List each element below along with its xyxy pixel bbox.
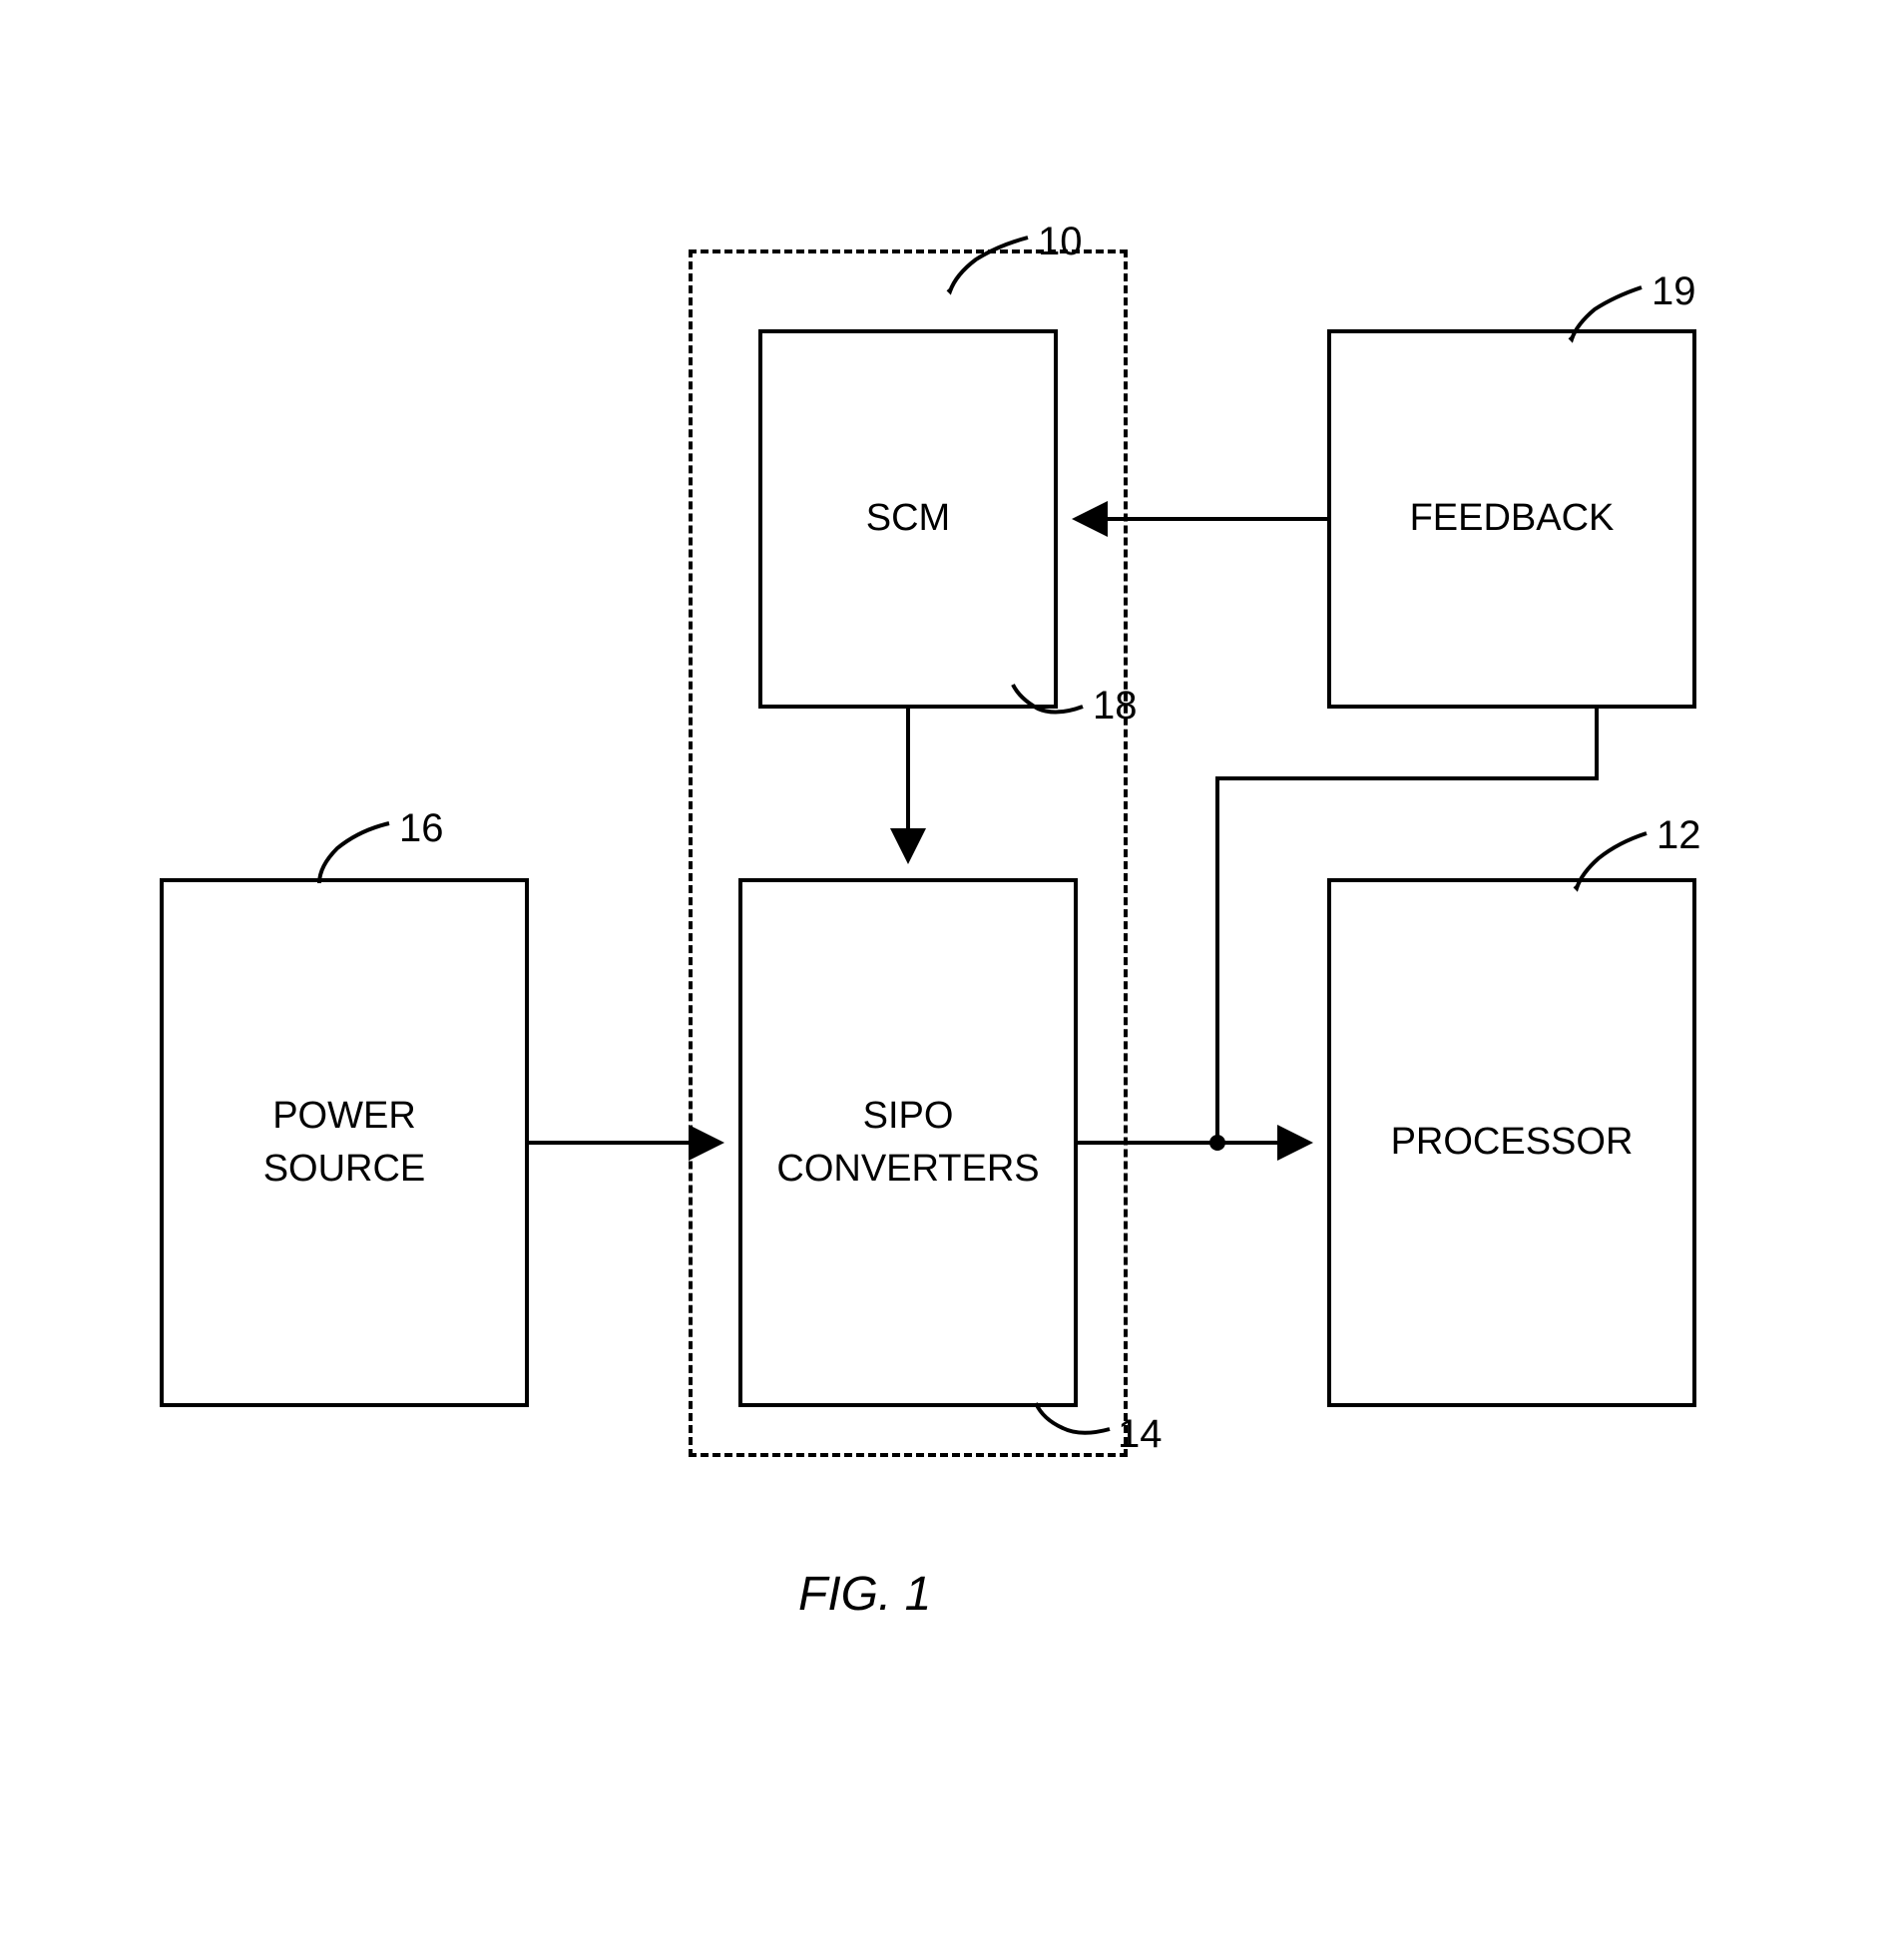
processor-block: PROCESSOR: [1327, 878, 1696, 1407]
ref-14: 14: [1118, 1412, 1163, 1457]
scm-block: SCM: [758, 329, 1058, 709]
scm-label: SCM: [866, 492, 950, 545]
ref-18: 18: [1093, 684, 1138, 729]
ref-16: 16: [399, 806, 444, 851]
junction-dot: [1209, 1135, 1225, 1151]
ref-12: 12: [1657, 813, 1701, 858]
sipo-converters-block: SIPO CONVERTERS: [738, 878, 1078, 1407]
ref-19: 19: [1652, 269, 1696, 314]
block-diagram: POWER SOURCE SIPO CONVERTERS SCM FEEDBAC…: [160, 200, 1736, 1716]
figure-caption: FIG. 1: [798, 1567, 931, 1622]
sipo-converters-label: SIPO CONVERTERS: [776, 1090, 1039, 1196]
processor-label: PROCESSOR: [1391, 1116, 1634, 1169]
feedback-block: FEEDBACK: [1327, 329, 1696, 709]
ref-10: 10: [1038, 220, 1083, 264]
power-source-block: POWER SOURCE: [160, 878, 529, 1407]
feedback-label: FEEDBACK: [1410, 492, 1615, 545]
power-source-label: POWER SOURCE: [263, 1090, 426, 1196]
leader-16: [319, 823, 389, 883]
